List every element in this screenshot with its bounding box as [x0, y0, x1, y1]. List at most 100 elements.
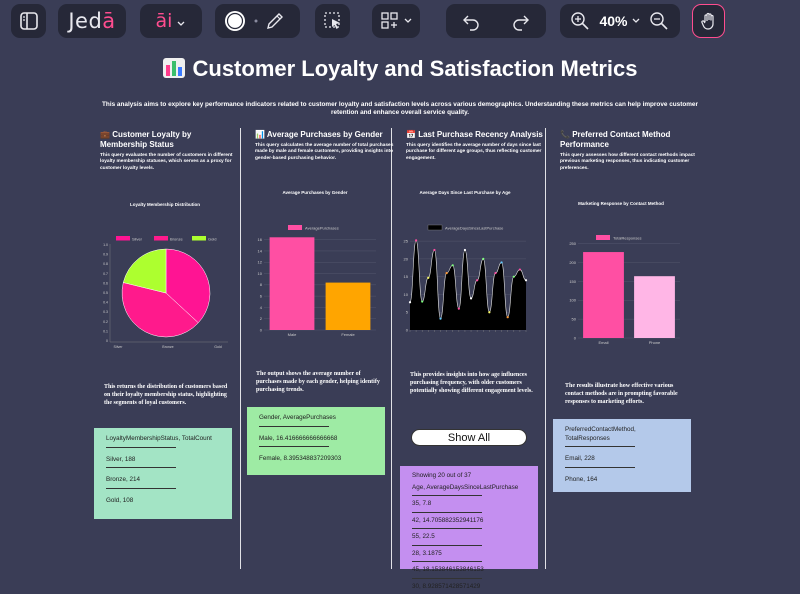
y-tick-label: 8: [260, 282, 263, 287]
data-point: [409, 301, 411, 303]
note-row: Gold, 108: [106, 497, 220, 509]
result-note[interactable]: PreferredContactMethod, TotalResponses E…: [553, 419, 691, 492]
logo[interactable]: Jedā: [58, 4, 126, 38]
note-row: 35, 7.8: [412, 500, 526, 512]
note-separator: [106, 467, 176, 468]
legend-label: Bronze: [170, 237, 183, 242]
y-tick-label: 0.8: [103, 262, 108, 266]
section-summary: The output shows the average number of p…: [256, 370, 384, 394]
calendar-icon: 📅: [406, 130, 416, 139]
y-tick-label: 5: [406, 310, 409, 315]
page-title-text: Customer Loyalty and Satisfaction Metric…: [193, 56, 638, 81]
note-row: 28, 3.1875: [412, 550, 526, 562]
section-title: 📅 Last Purchase Recency Analysis: [406, 130, 546, 140]
y-tick-label: 0: [106, 339, 108, 343]
select-cursor-icon: [322, 10, 344, 32]
result-note[interactable]: Gender, AveragePurchases Male, 16.416666…: [247, 407, 385, 475]
data-point: [476, 279, 478, 281]
separator-dot-icon: [253, 18, 259, 24]
legend-label: Silver: [132, 237, 143, 242]
note-separator: [259, 446, 329, 447]
y-tick-label: 0: [574, 335, 577, 340]
ai-menu-button[interactable]: āi: [140, 4, 202, 38]
chart-title: Marketing Response by Contact Method: [556, 201, 686, 206]
pen-icon[interactable]: [264, 10, 286, 32]
bar: [634, 276, 675, 338]
bar: [270, 237, 315, 330]
y-tick-label: 0.4: [103, 301, 108, 305]
y-tick-label: 4: [260, 305, 263, 310]
note-separator: [412, 561, 482, 562]
section-title-text: Preferred Contact Method Performance: [560, 130, 670, 149]
note-separator: [412, 528, 482, 529]
note-separator: [106, 488, 176, 489]
data-point: [464, 249, 466, 251]
pan-tool-button[interactable]: [692, 4, 725, 38]
redo-icon[interactable]: [510, 10, 532, 32]
data-point: [488, 311, 490, 313]
y-tick-label: 20: [404, 256, 409, 261]
y-tick-label: 6: [260, 294, 263, 299]
legend-swatch: [192, 236, 206, 241]
result-note[interactable]: LoyaltyMembershipStatus, TotalCount Silv…: [94, 428, 232, 519]
data-point: [452, 264, 454, 266]
chevron-down-icon: [403, 16, 413, 26]
y-tick-label: 0.2: [103, 320, 108, 324]
y-tick-label: 0.5: [103, 291, 108, 295]
section-recency: 📅 Last Purchase Recency Analysis This qu…: [406, 130, 546, 162]
x-tick-label: Female: [341, 332, 355, 337]
x-tick-label: Gold: [214, 345, 222, 349]
note-count: Showing 20 out of 37: [412, 472, 526, 484]
y-tick-label: 0.1: [103, 329, 108, 333]
result-note[interactable]: Showing 20 out of 37 Age, AverageDaysSin…: [400, 466, 538, 569]
undo-icon[interactable]: [460, 10, 482, 32]
page-title: Customer Loyalty and Satisfaction Metric…: [0, 56, 800, 82]
data-point: [482, 258, 484, 260]
y-tick-label: 0.6: [103, 281, 108, 285]
section-description: This query assesses how different contac…: [560, 153, 700, 172]
note-separator: [412, 545, 482, 546]
data-point: [421, 300, 423, 302]
show-all-button[interactable]: Show All: [411, 429, 527, 446]
zoom-in-icon[interactable]: [570, 11, 590, 31]
section-description: This query calculates the average number…: [255, 143, 395, 162]
hand-icon: [699, 11, 719, 31]
note-row: Phone, 164: [565, 476, 679, 488]
x-tick-label: Email: [598, 340, 608, 345]
add-component-button[interactable]: [372, 4, 420, 38]
zoom-out-icon[interactable]: [649, 11, 669, 31]
y-tick-label: 10: [258, 271, 263, 276]
data-point: [458, 308, 460, 310]
chart-title: Average Purchases by Gender: [250, 190, 380, 195]
data-point: [427, 277, 429, 279]
column-divider: [545, 128, 546, 569]
bar-chart-icon: [163, 58, 185, 78]
note-row: 42, 14.705882352941176: [412, 517, 526, 529]
note-header: Age, AverageDaysSinceLastPurchase: [412, 484, 526, 496]
grid-add-icon: [379, 10, 401, 32]
data-point: [415, 239, 417, 241]
y-tick-label: 0.9: [103, 253, 108, 257]
legend-swatch: [596, 235, 610, 240]
zoom-level: 40%: [599, 13, 627, 29]
y-tick-label: 10: [404, 292, 409, 297]
data-point: [500, 261, 502, 263]
y-tick-label: 0.7: [103, 272, 108, 276]
section-title: 📊 Average Purchases by Gender: [255, 130, 395, 140]
note-row: Female, 8.395348837209303: [259, 455, 373, 467]
section-contact: 📞 Preferred Contact Method Performance T…: [560, 130, 700, 172]
color-picker-icon[interactable]: [224, 10, 246, 32]
section-title: 📞 Preferred Contact Method Performance: [560, 130, 700, 150]
y-tick-label: 250: [569, 241, 576, 246]
sidebar-toggle-button[interactable]: [11, 4, 46, 38]
y-tick-label: 14: [258, 248, 263, 253]
data-point: [513, 276, 515, 278]
zoom-level-select[interactable]: 40%: [599, 13, 640, 29]
column-divider: [240, 128, 241, 569]
select-tool-button[interactable]: [315, 4, 350, 38]
chart-title: Average Days Since Last Purchase by Age: [400, 190, 530, 195]
